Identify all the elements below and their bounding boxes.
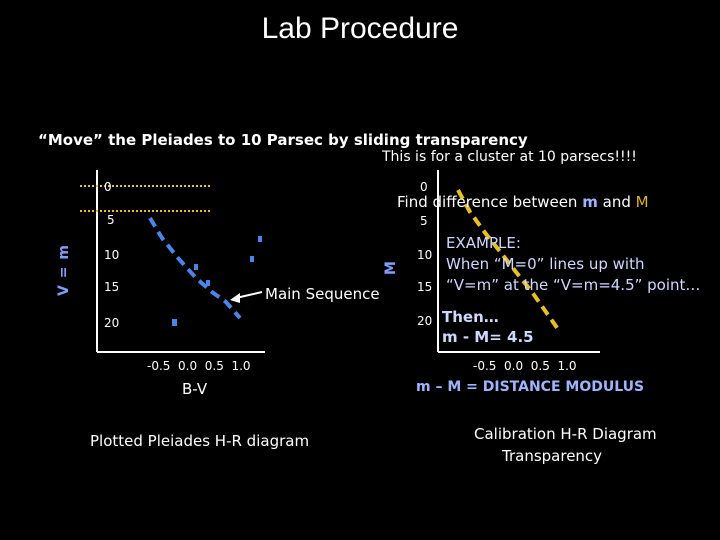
- example-line: When “M=0” lines up with: [446, 255, 645, 273]
- main-sequence-arrow: [235, 291, 263, 299]
- right-x-ticks: -0.5 0.0 0.5 1.0: [473, 359, 577, 373]
- left-plot-caption: Plotted Pleiades H-R diagram: [90, 432, 310, 450]
- calibration-caption: Calibration H-R Diagram Transparency: [474, 423, 657, 467]
- star-point: [258, 236, 262, 242]
- right-y-tick: 20: [417, 314, 433, 328]
- star-point: [250, 256, 254, 262]
- then-line: Then…: [442, 308, 499, 326]
- star-point: [172, 319, 177, 326]
- distance-modulus-label: m – M = DISTANCE MODULUS: [416, 379, 645, 395]
- calibration-main-sequence: [456, 189, 562, 334]
- then-text: Then… m - M= 4.5: [442, 307, 534, 347]
- main-sequence-label: Main Sequence: [265, 285, 380, 303]
- cluster-note: This is for a cluster at 10 parsecs!!!!: [382, 149, 637, 165]
- left-y-tick: 15: [104, 280, 120, 294]
- left-x-ticks: -0.5 0.0 0.5 1.0: [147, 359, 251, 373]
- example-text: EXAMPLE: When “M=0” lines up with “V=m” …: [446, 233, 700, 296]
- find-m: m: [582, 193, 598, 211]
- star-point: [206, 280, 210, 286]
- example-line: EXAMPLE:: [446, 234, 521, 252]
- left-x-axis-label: B-V: [182, 380, 208, 398]
- right-y-axis-label: M: [383, 261, 399, 275]
- then-line: m - M= 4.5: [442, 328, 534, 346]
- left-y-axis-label: V = m: [56, 244, 72, 296]
- star-point: [194, 264, 198, 270]
- example-line: “V=m” at the “V=m=4.5” point…: [446, 276, 701, 294]
- calibration-caption-line: Calibration H-R Diagram: [474, 425, 657, 443]
- find-and: and: [602, 193, 631, 211]
- procedure-subtitle: “Move” the Pleiades to 10 Parsec by slid…: [38, 131, 528, 149]
- left-y-tick: 10: [104, 248, 120, 262]
- right-y-tick: 15: [417, 280, 433, 294]
- arrow-head: [230, 293, 240, 303]
- page-title: Lab Procedure: [261, 12, 459, 45]
- pleiades-main-sequence: [148, 216, 242, 320]
- left-y-tick: 5: [107, 213, 115, 227]
- left-y-tick: 0: [104, 180, 112, 194]
- right-y-tick: 0: [420, 180, 428, 194]
- left-y-tick: 20: [104, 316, 120, 330]
- right-y-tick: 10: [417, 248, 433, 262]
- right-y-tick: 5: [420, 214, 428, 228]
- find-M: M: [635, 193, 649, 211]
- find-difference-text: Find difference between m and M: [397, 193, 649, 211]
- find-prefix: Find difference between: [397, 193, 578, 211]
- calibration-caption-line: Transparency: [502, 447, 603, 465]
